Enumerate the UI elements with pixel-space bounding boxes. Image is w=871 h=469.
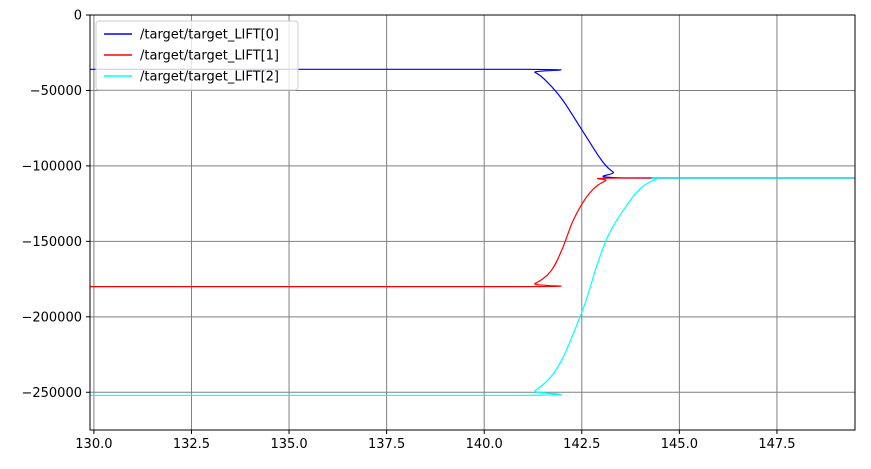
x-tick-label: 137.5 — [368, 437, 405, 452]
plot-frame — [89, 14, 856, 431]
legend-label: /target/target_LIFT[1] — [140, 49, 279, 64]
x-tick-label: 132.5 — [173, 437, 210, 452]
grid-lines — [90, 15, 855, 430]
x-tick-label: 142.5 — [563, 437, 600, 452]
x-tick-label: 135.0 — [270, 437, 307, 452]
y-tick-label: 0 — [74, 9, 82, 24]
y-tick-label: −250000 — [21, 386, 82, 401]
y-tick-label: −50000 — [30, 84, 82, 99]
x-tick-label: 147.5 — [758, 437, 795, 452]
y-tick-label: −100000 — [21, 159, 82, 174]
series-line-1 — [90, 177, 855, 288]
legend-label: /target/target_LIFT[0] — [140, 28, 279, 43]
y-tick-label: −200000 — [21, 310, 82, 325]
legend-label: /target/target_LIFT[2] — [140, 70, 279, 85]
y-tick-label: −150000 — [21, 235, 82, 250]
series-lines — [90, 68, 855, 396]
legend: /target/target_LIFT[0] /target/target_LIF… — [95, 20, 299, 91]
legend-box — [95, 20, 299, 91]
x-axis-ticks: 130.0 132.5 135.0 137.5 140.0 142.5 145.0 147.5 — [75, 430, 796, 452]
y-axis-ticks: 0 −50000 −100000 −150000 −200000 −250000 — [21, 9, 90, 401]
x-tick-label: 130.0 — [75, 437, 112, 452]
series-line-2 — [90, 177, 855, 396]
x-tick-label: 140.0 — [466, 437, 503, 452]
x-tick-label: 145.0 — [661, 437, 698, 452]
